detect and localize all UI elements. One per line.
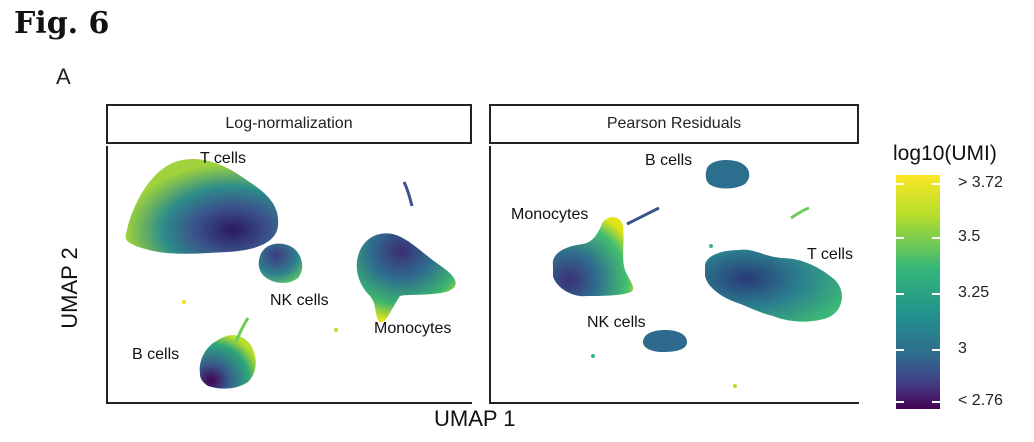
strip-pearson-residuals: Pearson Residuals (489, 104, 859, 144)
outlier-point (733, 384, 737, 388)
label-t-cells: T cells (200, 150, 246, 167)
legend-title: log10(UMI) (893, 142, 997, 165)
strand-monocytes (626, 206, 660, 226)
umap-panel-log-normalization: T cells NK cells Monocytes B cells (106, 146, 472, 404)
colorbar-tick (932, 349, 940, 351)
label-b-cells: B cells (645, 152, 693, 169)
b-cells-cluster (199, 335, 256, 389)
colorbar-tick (932, 293, 940, 295)
x-axis-label: UMAP 1 (434, 406, 516, 431)
colorbar-tick (932, 237, 940, 239)
colorbar-tick (896, 183, 904, 185)
nk-cells-cluster (258, 243, 303, 283)
legend-tick-label: 3 (958, 340, 967, 357)
nk-cells-cluster (643, 330, 687, 352)
b-cells-cluster (705, 160, 750, 189)
panel-label: A (56, 64, 71, 89)
colorbar-tick (896, 237, 904, 239)
colorbar-gradient (896, 175, 940, 409)
strand-t-cells (790, 206, 810, 220)
umap-scatter-log-normalization (125, 158, 456, 389)
colorbar-tick (896, 293, 904, 295)
label-b-cells: B cells (132, 346, 180, 363)
strip-log-normalization: Log-normalization (106, 104, 472, 144)
colorbar-tick (896, 349, 904, 351)
outlier-point (182, 300, 186, 304)
label-nk-cells: NK cells (270, 292, 329, 309)
legend-tick-label: > 3.72 (958, 174, 1003, 191)
umap-panel-pearson-residuals: B cells Monocytes T cells NK cells (489, 146, 859, 404)
t-cells-cluster (705, 249, 842, 322)
outlier-point (334, 328, 338, 332)
monocytes-cluster (356, 233, 456, 323)
strand-top (402, 181, 414, 207)
legend-tick-label: 3.25 (958, 284, 990, 301)
legend-tick-label: 3.5 (958, 228, 981, 245)
monocytes-cluster (552, 217, 634, 297)
label-t-cells: T cells (807, 246, 853, 263)
label-monocytes: Monocytes (511, 206, 589, 223)
strand-nk (234, 317, 250, 343)
t-cells-cluster (125, 158, 279, 254)
legend-tick-label: < 2.76 (958, 392, 1003, 409)
y-axis-label: UMAP 2 (57, 247, 82, 329)
colorbar-tick (932, 183, 940, 185)
umap-scatter-pearson-residuals (552, 160, 842, 388)
figure-title: Fig. 6 (14, 6, 110, 41)
label-monocytes: Monocytes (374, 320, 452, 337)
colorbar-tick (896, 401, 904, 403)
label-nk-cells: NK cells (587, 314, 646, 331)
outlier-point (591, 354, 595, 358)
colorbar-tick (932, 401, 940, 403)
outlier-point (709, 244, 713, 248)
colorbar (896, 175, 940, 409)
